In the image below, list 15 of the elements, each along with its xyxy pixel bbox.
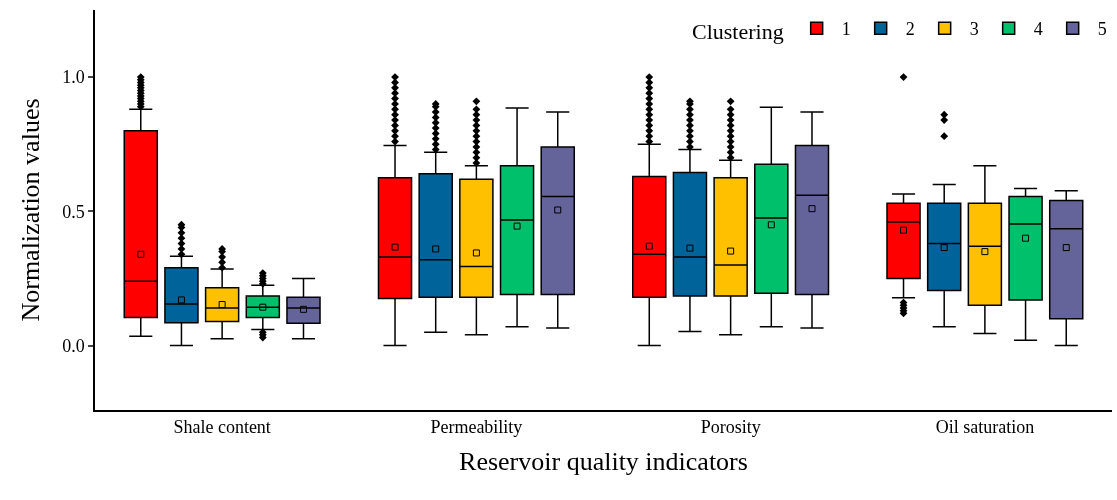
x-tick-label: Porosity: [700, 417, 761, 438]
legend-title: Clustering: [692, 18, 784, 44]
legend-label: 3: [969, 19, 979, 40]
legend-label: 4: [1033, 19, 1043, 40]
y-tick-label: 0.5: [62, 201, 85, 222]
x-axis-title: Reservoir quality indicators: [459, 446, 748, 476]
y-tick-label: 0.0: [62, 335, 85, 356]
legend-label: 2: [905, 19, 915, 40]
x-tick-label: Permeability: [430, 417, 523, 438]
x-tick-label: Shale content: [173, 417, 271, 438]
y-axis-title: Normalization values: [16, 98, 46, 322]
legend-label: 5: [1097, 19, 1107, 40]
x-tick-label: Oil saturation: [935, 417, 1035, 438]
legend-label: 1: [841, 19, 851, 40]
y-tick-label: 1.0: [62, 67, 85, 88]
